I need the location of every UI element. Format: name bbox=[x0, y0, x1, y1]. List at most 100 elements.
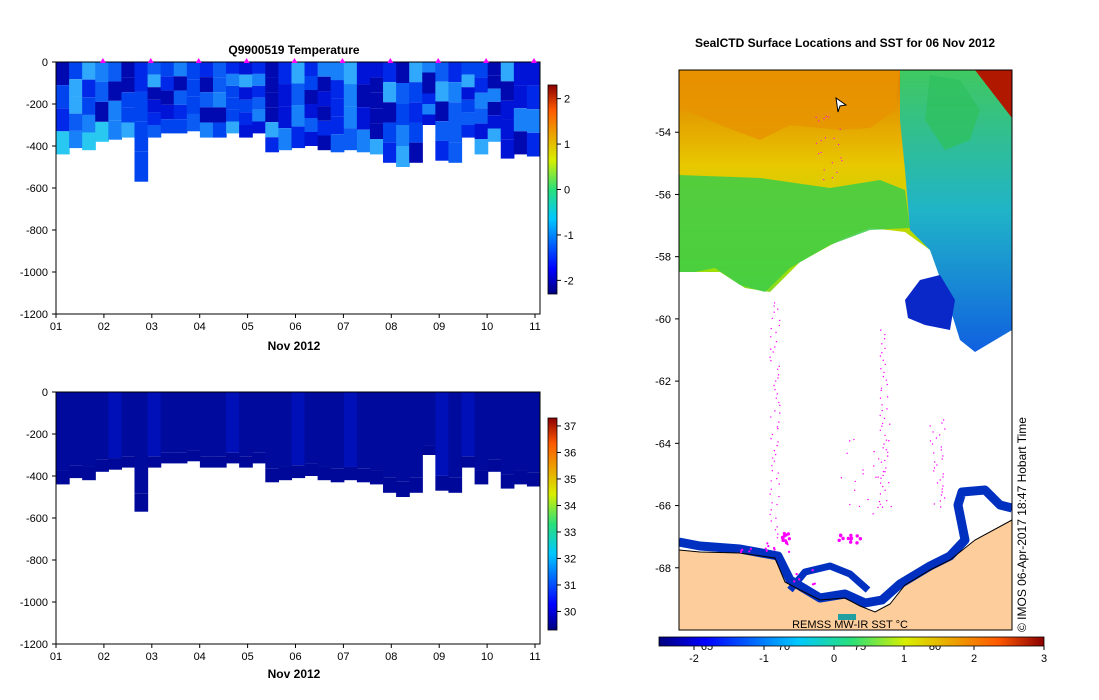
salinity-profile-cell bbox=[108, 392, 123, 459]
temperature-profile-cell bbox=[513, 85, 528, 109]
salinity-profile-cell bbox=[343, 466, 358, 481]
track-point bbox=[823, 179, 825, 181]
temperature-profile-cell bbox=[134, 151, 149, 182]
track-point bbox=[770, 480, 772, 482]
temperature-profile-cell bbox=[304, 90, 319, 104]
track-point bbox=[837, 538, 841, 543]
track-point bbox=[877, 458, 880, 460]
salinity-profile-cell bbox=[56, 392, 70, 471]
temperature-profile-cell bbox=[500, 119, 515, 140]
track-point bbox=[939, 479, 941, 481]
sst-green-east bbox=[925, 75, 980, 150]
sst-colorbar-tick-label: -2 bbox=[689, 653, 699, 665]
temperature-profile-cell bbox=[265, 77, 279, 93]
track-point bbox=[890, 505, 892, 508]
temperature-profile-cell bbox=[304, 76, 319, 90]
temperature-profile-cell bbox=[173, 104, 188, 120]
temperature-profile-cell bbox=[160, 104, 175, 120]
temperature-profile-cell bbox=[56, 131, 70, 155]
temperature-profile-cell bbox=[356, 107, 371, 130]
track-point bbox=[781, 537, 785, 541]
salinity-x-tick-label: 03 bbox=[146, 651, 158, 663]
temperature-heatmap bbox=[56, 62, 540, 182]
temperature-profile-cell bbox=[199, 77, 214, 93]
temperature-x-tick-label: 04 bbox=[194, 321, 206, 333]
track-point bbox=[888, 482, 890, 484]
temperature-profile-cell bbox=[291, 105, 306, 127]
track-point bbox=[833, 137, 835, 139]
temperature-profile-cell bbox=[304, 132, 319, 146]
salinity-profile-cell bbox=[252, 392, 266, 453]
salinity-profile-cell bbox=[369, 392, 384, 471]
track-point bbox=[941, 458, 943, 460]
temperature-profile-cell bbox=[252, 73, 266, 86]
track-point bbox=[883, 338, 886, 340]
temperature-profile-cell bbox=[422, 72, 436, 83]
track-point bbox=[770, 348, 772, 350]
temperature-y-tick-label: -1200 bbox=[20, 309, 48, 321]
salinity-profile-cell bbox=[199, 392, 214, 457]
track-point bbox=[770, 336, 772, 338]
temperature-profile-cell bbox=[461, 87, 476, 100]
salinity-colorbar-tick-label: 36 bbox=[564, 447, 576, 459]
sst-colorbar-tick-label: 3 bbox=[1041, 653, 1047, 665]
salinity-y-tick-label: -1200 bbox=[20, 639, 48, 651]
temperature-profile-cell bbox=[69, 96, 83, 114]
temperature-profile-cell bbox=[186, 113, 201, 132]
salinity-profile-cell bbox=[69, 392, 83, 466]
track-point bbox=[885, 499, 888, 502]
surface-marker bbox=[243, 58, 250, 63]
salinity-profile-cell bbox=[513, 470, 528, 485]
salinity-profile-cell bbox=[265, 468, 279, 483]
temperature-profile-cell bbox=[500, 100, 515, 120]
temperature-profile-cell bbox=[474, 77, 489, 93]
track-point bbox=[929, 425, 931, 427]
track-point bbox=[884, 434, 886, 437]
track-point bbox=[881, 425, 883, 427]
temperature-profile-cell bbox=[226, 109, 240, 122]
track-point bbox=[888, 440, 890, 442]
temperature-profile-cell bbox=[108, 100, 123, 121]
temperature-profile-cell bbox=[396, 62, 410, 83]
track-point bbox=[940, 449, 943, 451]
track-point bbox=[877, 476, 879, 478]
track-point bbox=[880, 477, 882, 479]
track-point bbox=[820, 151, 822, 154]
track-point bbox=[936, 464, 938, 466]
temperature-profile-cell bbox=[134, 91, 149, 122]
salinity-profile-cell bbox=[212, 392, 227, 457]
map-lat-tick-label: -64 bbox=[655, 438, 671, 450]
temperature-x-tick-label: 09 bbox=[433, 321, 445, 333]
track-point bbox=[883, 417, 886, 420]
track-point bbox=[942, 473, 944, 475]
track-point bbox=[831, 177, 833, 179]
temperature-profile-cell bbox=[487, 115, 502, 129]
track-point bbox=[877, 506, 879, 509]
track-point bbox=[773, 302, 776, 304]
track-point bbox=[795, 572, 798, 576]
salinity-profile-cell bbox=[186, 450, 201, 462]
track-point bbox=[784, 539, 788, 543]
track-point bbox=[881, 422, 884, 425]
salinity-x-tick-label: 04 bbox=[194, 651, 206, 663]
salinity-profile-cell bbox=[147, 392, 162, 457]
salinity-colorbar bbox=[547, 417, 558, 631]
track-point bbox=[881, 352, 883, 354]
temperature-profile-cell bbox=[199, 122, 214, 138]
temperature-profile-cell bbox=[513, 131, 528, 155]
track-point bbox=[774, 346, 776, 348]
temperature-colorbar-tick-label: -2 bbox=[564, 275, 574, 287]
temperature-profile-cell bbox=[343, 62, 358, 85]
temperature-x-tick-label: 07 bbox=[337, 321, 349, 333]
temperature-profile-cell bbox=[500, 81, 515, 101]
salinity-profile-cell bbox=[186, 392, 201, 451]
track-point bbox=[849, 503, 851, 506]
track-point bbox=[838, 533, 843, 537]
map-lat-tick-label: -56 bbox=[655, 189, 671, 201]
track-point bbox=[776, 477, 778, 480]
temperature-profile-cell bbox=[173, 119, 188, 134]
track-point bbox=[776, 526, 778, 528]
track-point bbox=[853, 438, 855, 441]
salinity-heatmap bbox=[56, 392, 540, 512]
